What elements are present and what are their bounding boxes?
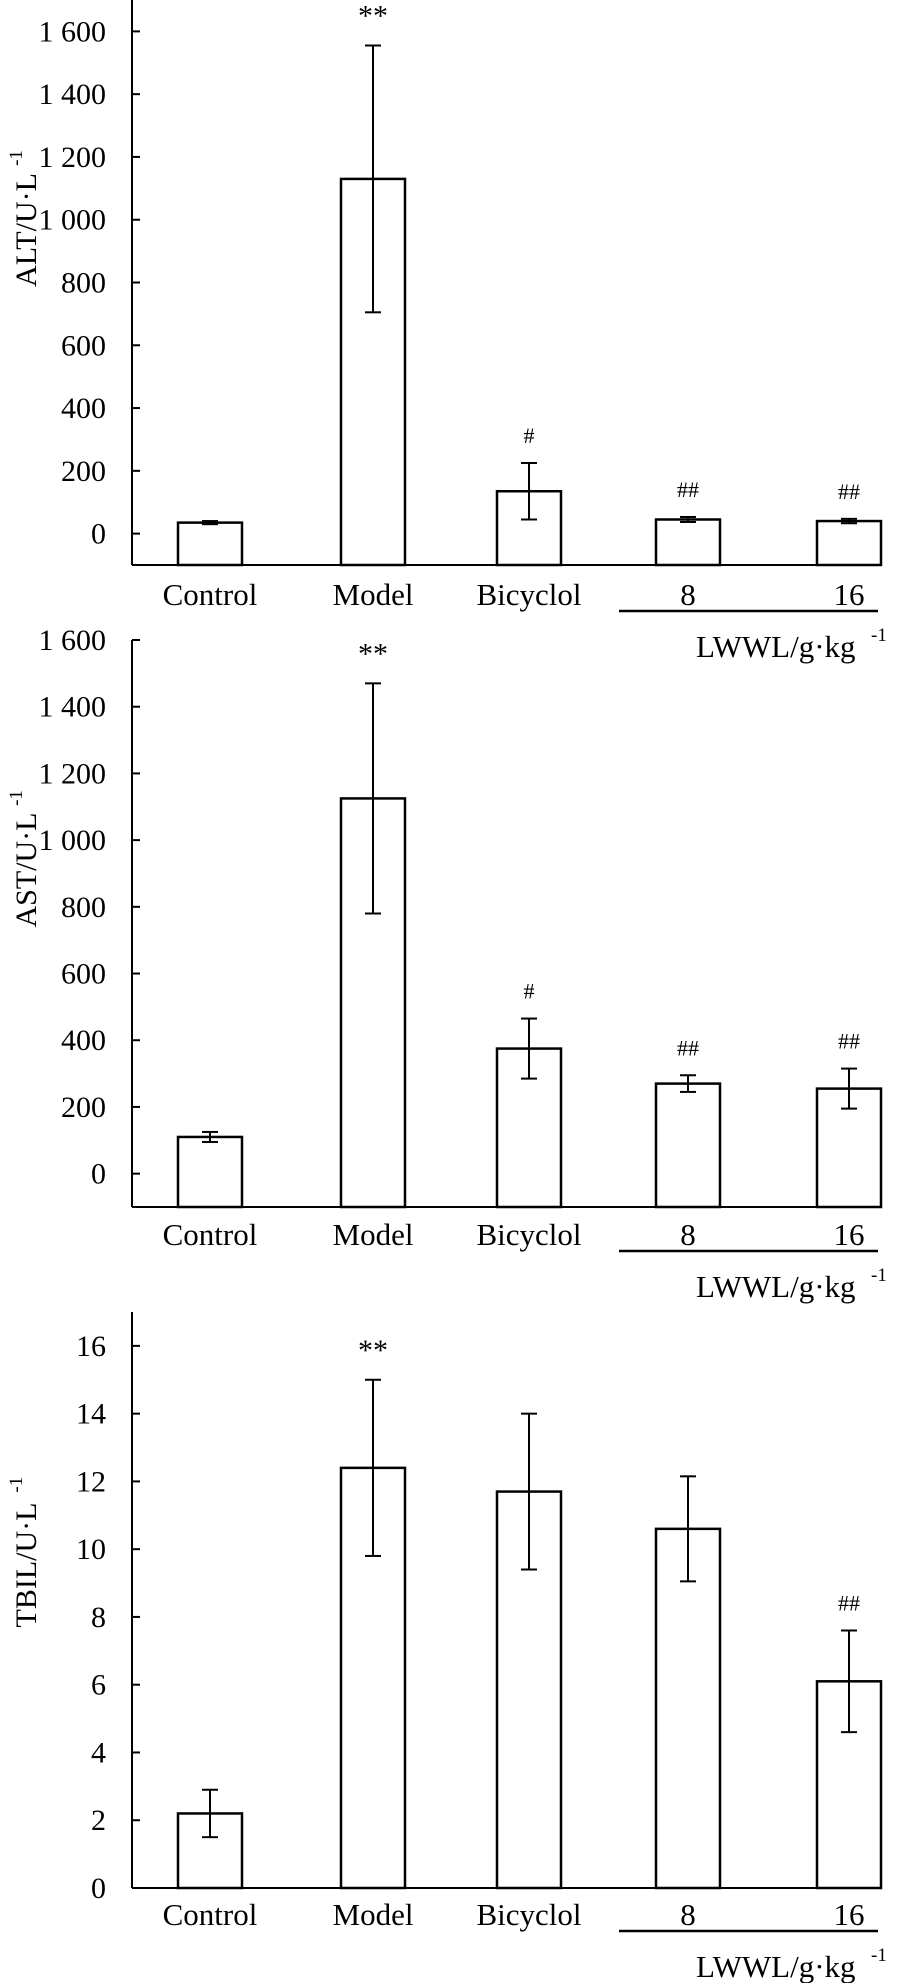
- y-tick-label: 2: [91, 1804, 106, 1837]
- bar: [339, 177, 407, 567]
- y-tick-label: 1 200: [39, 757, 107, 790]
- significance-marker: ##: [677, 1035, 699, 1060]
- category-label: 8: [680, 1897, 696, 1932]
- bar: [176, 1135, 244, 1209]
- y-tick-label: 1 000: [39, 824, 107, 857]
- significance-marker: #: [524, 423, 535, 448]
- y-tick-label: 14: [76, 1398, 106, 1431]
- y-tick-label: 1 400: [39, 691, 107, 724]
- bar: [176, 521, 244, 567]
- y-axis-title: AST/U·L -1: [6, 790, 43, 927]
- alt-panel: 0 200 400 600 800 1 000 1 200 1 400 1 600 ALT/U·L…: [6, 0, 887, 664]
- bar: [654, 518, 722, 567]
- group-label-superscript: -1: [871, 625, 887, 646]
- ast-panel: 0 200 400 600 800 1 000 1 200 1 400 1 600 AST/U·L…: [6, 624, 887, 1304]
- category-label: 16: [834, 577, 865, 612]
- bar: [495, 489, 563, 567]
- significance-marker: ##: [838, 1029, 860, 1054]
- y-tick-label: 4: [91, 1736, 106, 1769]
- y-tick-label: 12: [76, 1465, 106, 1498]
- category-label: Bicyclol: [476, 1897, 581, 1932]
- group-label: LWWL/g·kg: [696, 1949, 856, 1983]
- category-label: Model: [333, 1217, 414, 1252]
- category-label: 8: [680, 577, 696, 612]
- y-tick-label: 400: [61, 1024, 106, 1057]
- y-axis-title: TBIL/U·L -1: [6, 1477, 43, 1628]
- bar: [815, 519, 883, 567]
- significance-marker: #: [524, 979, 535, 1004]
- y-tick-label: 0: [91, 1872, 106, 1905]
- tbil-panel: 0 2 4 6 8 10 12 14 16 TBIL/U·L -1 Control ** Model Bic…: [6, 1312, 887, 1983]
- significance-marker: ##: [838, 479, 860, 504]
- category-label: Model: [333, 1897, 414, 1932]
- category-label: Bicyclol: [476, 577, 581, 612]
- y-tick-label: 1 000: [39, 204, 107, 237]
- significance-marker: **: [358, 637, 388, 670]
- y-tick-label: 600: [61, 329, 106, 362]
- category-label: Model: [333, 577, 414, 612]
- y-axis-title-text: AST/U·L: [10, 813, 43, 928]
- y-axis-title-superscript: -1: [6, 1477, 27, 1493]
- y-tick-label: 200: [61, 1091, 106, 1124]
- significance-marker: **: [358, 0, 388, 33]
- bar: [654, 1082, 722, 1209]
- category-label: Control: [163, 1897, 258, 1932]
- y-axis-title-superscript: -1: [6, 150, 27, 166]
- bar: [654, 1527, 722, 1890]
- y-tick-label: 800: [61, 267, 106, 300]
- category-label: 16: [834, 1897, 865, 1932]
- y-axis-title: ALT/U·L -1: [6, 150, 43, 287]
- category-label: Control: [163, 577, 258, 612]
- y-tick-label: 0: [91, 1158, 106, 1191]
- category-label: Control: [163, 1217, 258, 1252]
- y-tick-label: 1 400: [39, 78, 107, 111]
- group-label: LWWL/g·kg: [696, 1269, 856, 1304]
- y-axis-title-superscript: -1: [6, 790, 27, 806]
- y-axis-title-text: TBIL/U·L: [10, 1503, 43, 1628]
- y-tick-label: 800: [61, 891, 106, 924]
- y-tick-label: 10: [76, 1533, 106, 1566]
- significance-marker: ##: [838, 1590, 860, 1615]
- category-label: 8: [680, 1217, 696, 1252]
- y-tick-label: 1 600: [39, 15, 107, 48]
- category-label: Bicyclol: [476, 1217, 581, 1252]
- y-tick-label: 400: [61, 392, 106, 425]
- group-label-superscript: -1: [871, 1945, 887, 1966]
- y-axis-title-text: ALT/U·L: [10, 173, 43, 287]
- group-label: LWWL/g·kg: [696, 629, 856, 664]
- category-label: 16: [834, 1217, 865, 1252]
- y-tick-label: 8: [91, 1601, 106, 1634]
- y-tick-label: 6: [91, 1669, 106, 1702]
- y-tick-label: 600: [61, 958, 106, 991]
- y-tick-label: 1 200: [39, 141, 107, 174]
- group-label-superscript: -1: [871, 1265, 887, 1286]
- y-tick-label: 200: [61, 455, 106, 488]
- significance-marker: **: [358, 1334, 388, 1367]
- y-tick-label: 1 600: [39, 624, 107, 657]
- y-tick-label: 0: [91, 518, 106, 551]
- y-tick-label: 16: [76, 1330, 106, 1363]
- significance-marker: ##: [677, 477, 699, 502]
